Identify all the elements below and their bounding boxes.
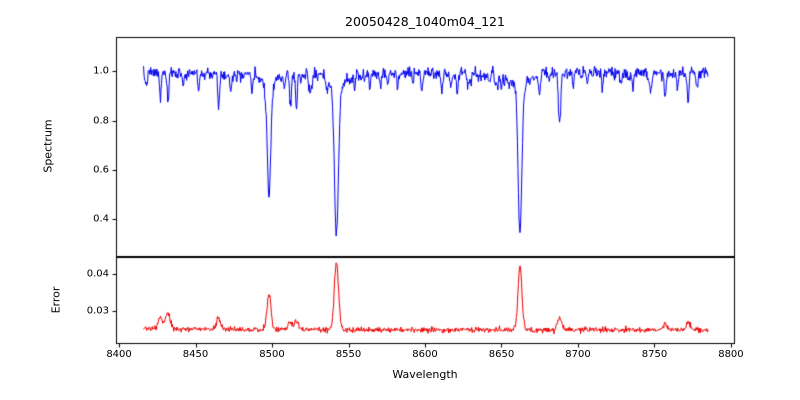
y-axis-label-error: Error bbox=[49, 286, 63, 314]
x-tick-label: 8750 bbox=[641, 349, 668, 360]
x-tick-label: 8500 bbox=[259, 349, 285, 360]
y-tick-label-spectrum: 1.0 bbox=[93, 65, 109, 77]
x-tick-label: 8550 bbox=[335, 349, 362, 360]
y-tick-label-spectrum: 0.6 bbox=[93, 164, 109, 176]
x-tick-label: 8650 bbox=[488, 349, 515, 360]
x-axis-label: Wavelength bbox=[392, 368, 458, 381]
y-tick-label-spectrum: 0.8 bbox=[93, 115, 109, 127]
y-axis-label-spectrum: Spectrum bbox=[41, 119, 55, 173]
chart-title: 20050428_1040m04_121 bbox=[345, 14, 505, 29]
x-tick-label: 8800 bbox=[718, 349, 744, 360]
x-tick-label: 8600 bbox=[412, 349, 438, 360]
x-tick-label: 8700 bbox=[565, 349, 591, 360]
x-tick-label: 8400 bbox=[106, 349, 132, 360]
x-tick-label: 8450 bbox=[182, 349, 209, 360]
y-tick-label-error: 0.03 bbox=[86, 305, 109, 317]
y-tick-label-spectrum: 0.4 bbox=[93, 213, 109, 225]
y-tick-label-error: 0.04 bbox=[86, 268, 109, 280]
